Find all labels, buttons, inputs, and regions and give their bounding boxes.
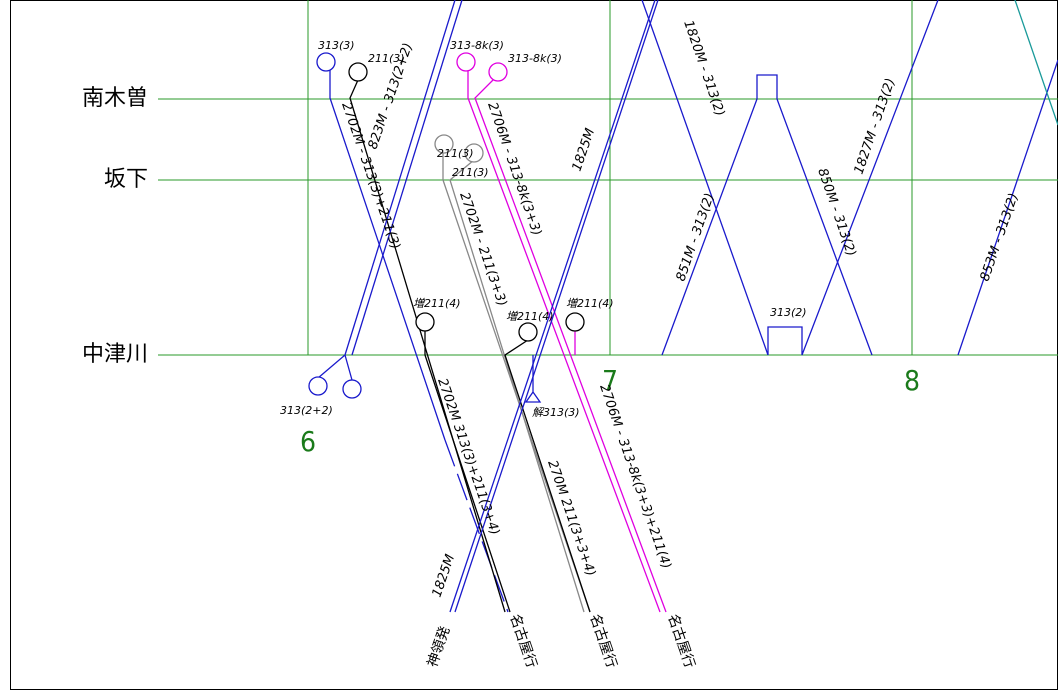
train-label: 270M 211(3+3+4) [544, 458, 598, 578]
station-label: 坂下 [104, 167, 148, 192]
consist-label: 211(3) [437, 147, 474, 160]
destination-label: 名古屋行 [586, 612, 619, 670]
train-lines [317, 0, 1058, 613]
consist-label: 211(3) [368, 52, 405, 65]
consist-label: 増211(4) [506, 310, 554, 323]
consist-label: 313-8k(3) [508, 52, 562, 65]
train-label: 2702M - 211(3+3) [456, 190, 509, 308]
station-label: 中津川 [82, 342, 148, 367]
hour-label: 6 [300, 425, 316, 458]
destination-label: 名古屋行 [664, 612, 697, 670]
train-label: 2706M - 313-8k(3+3)+211(4) [596, 382, 673, 571]
train-label: 1825M [430, 553, 459, 600]
consist-label: 解313(3) [532, 406, 580, 419]
train-label: 1825M [570, 127, 599, 174]
station-label: 南木曽 [82, 86, 148, 111]
train-label: 851M - 313(2) [674, 191, 718, 283]
consist-label: 313(3) [318, 39, 355, 52]
consist-label: 増211(4) [566, 297, 614, 310]
train-label: 2702M 313(3)+211(3+4) [434, 376, 502, 537]
frame [10, 0, 1058, 690]
consist-label: 313(2) [770, 306, 807, 319]
consist-label: 増211(4) [413, 297, 461, 310]
train-label: 1827M - 313(2) [852, 76, 899, 176]
hour-label: 8 [904, 364, 920, 397]
hour-label: 7 [602, 364, 618, 397]
train-label: 2706M - 313-8k(3+3) [484, 100, 544, 237]
train-label: 853M - 313(2) [978, 191, 1022, 283]
train-label: 2702M - 313(3)+211(3) [338, 100, 403, 251]
destination-label: 神領発 [424, 624, 454, 669]
consist-markers [308, 52, 585, 399]
consist-label: 313(2+2) [280, 404, 333, 417]
consist-label: 313-8k(3) [450, 39, 504, 52]
consist-label: 211(3) [452, 166, 489, 179]
train-label: 1820M - 313(2) [680, 18, 727, 118]
grid [158, 0, 1058, 356]
destination-label: 名古屋行 [506, 612, 539, 670]
